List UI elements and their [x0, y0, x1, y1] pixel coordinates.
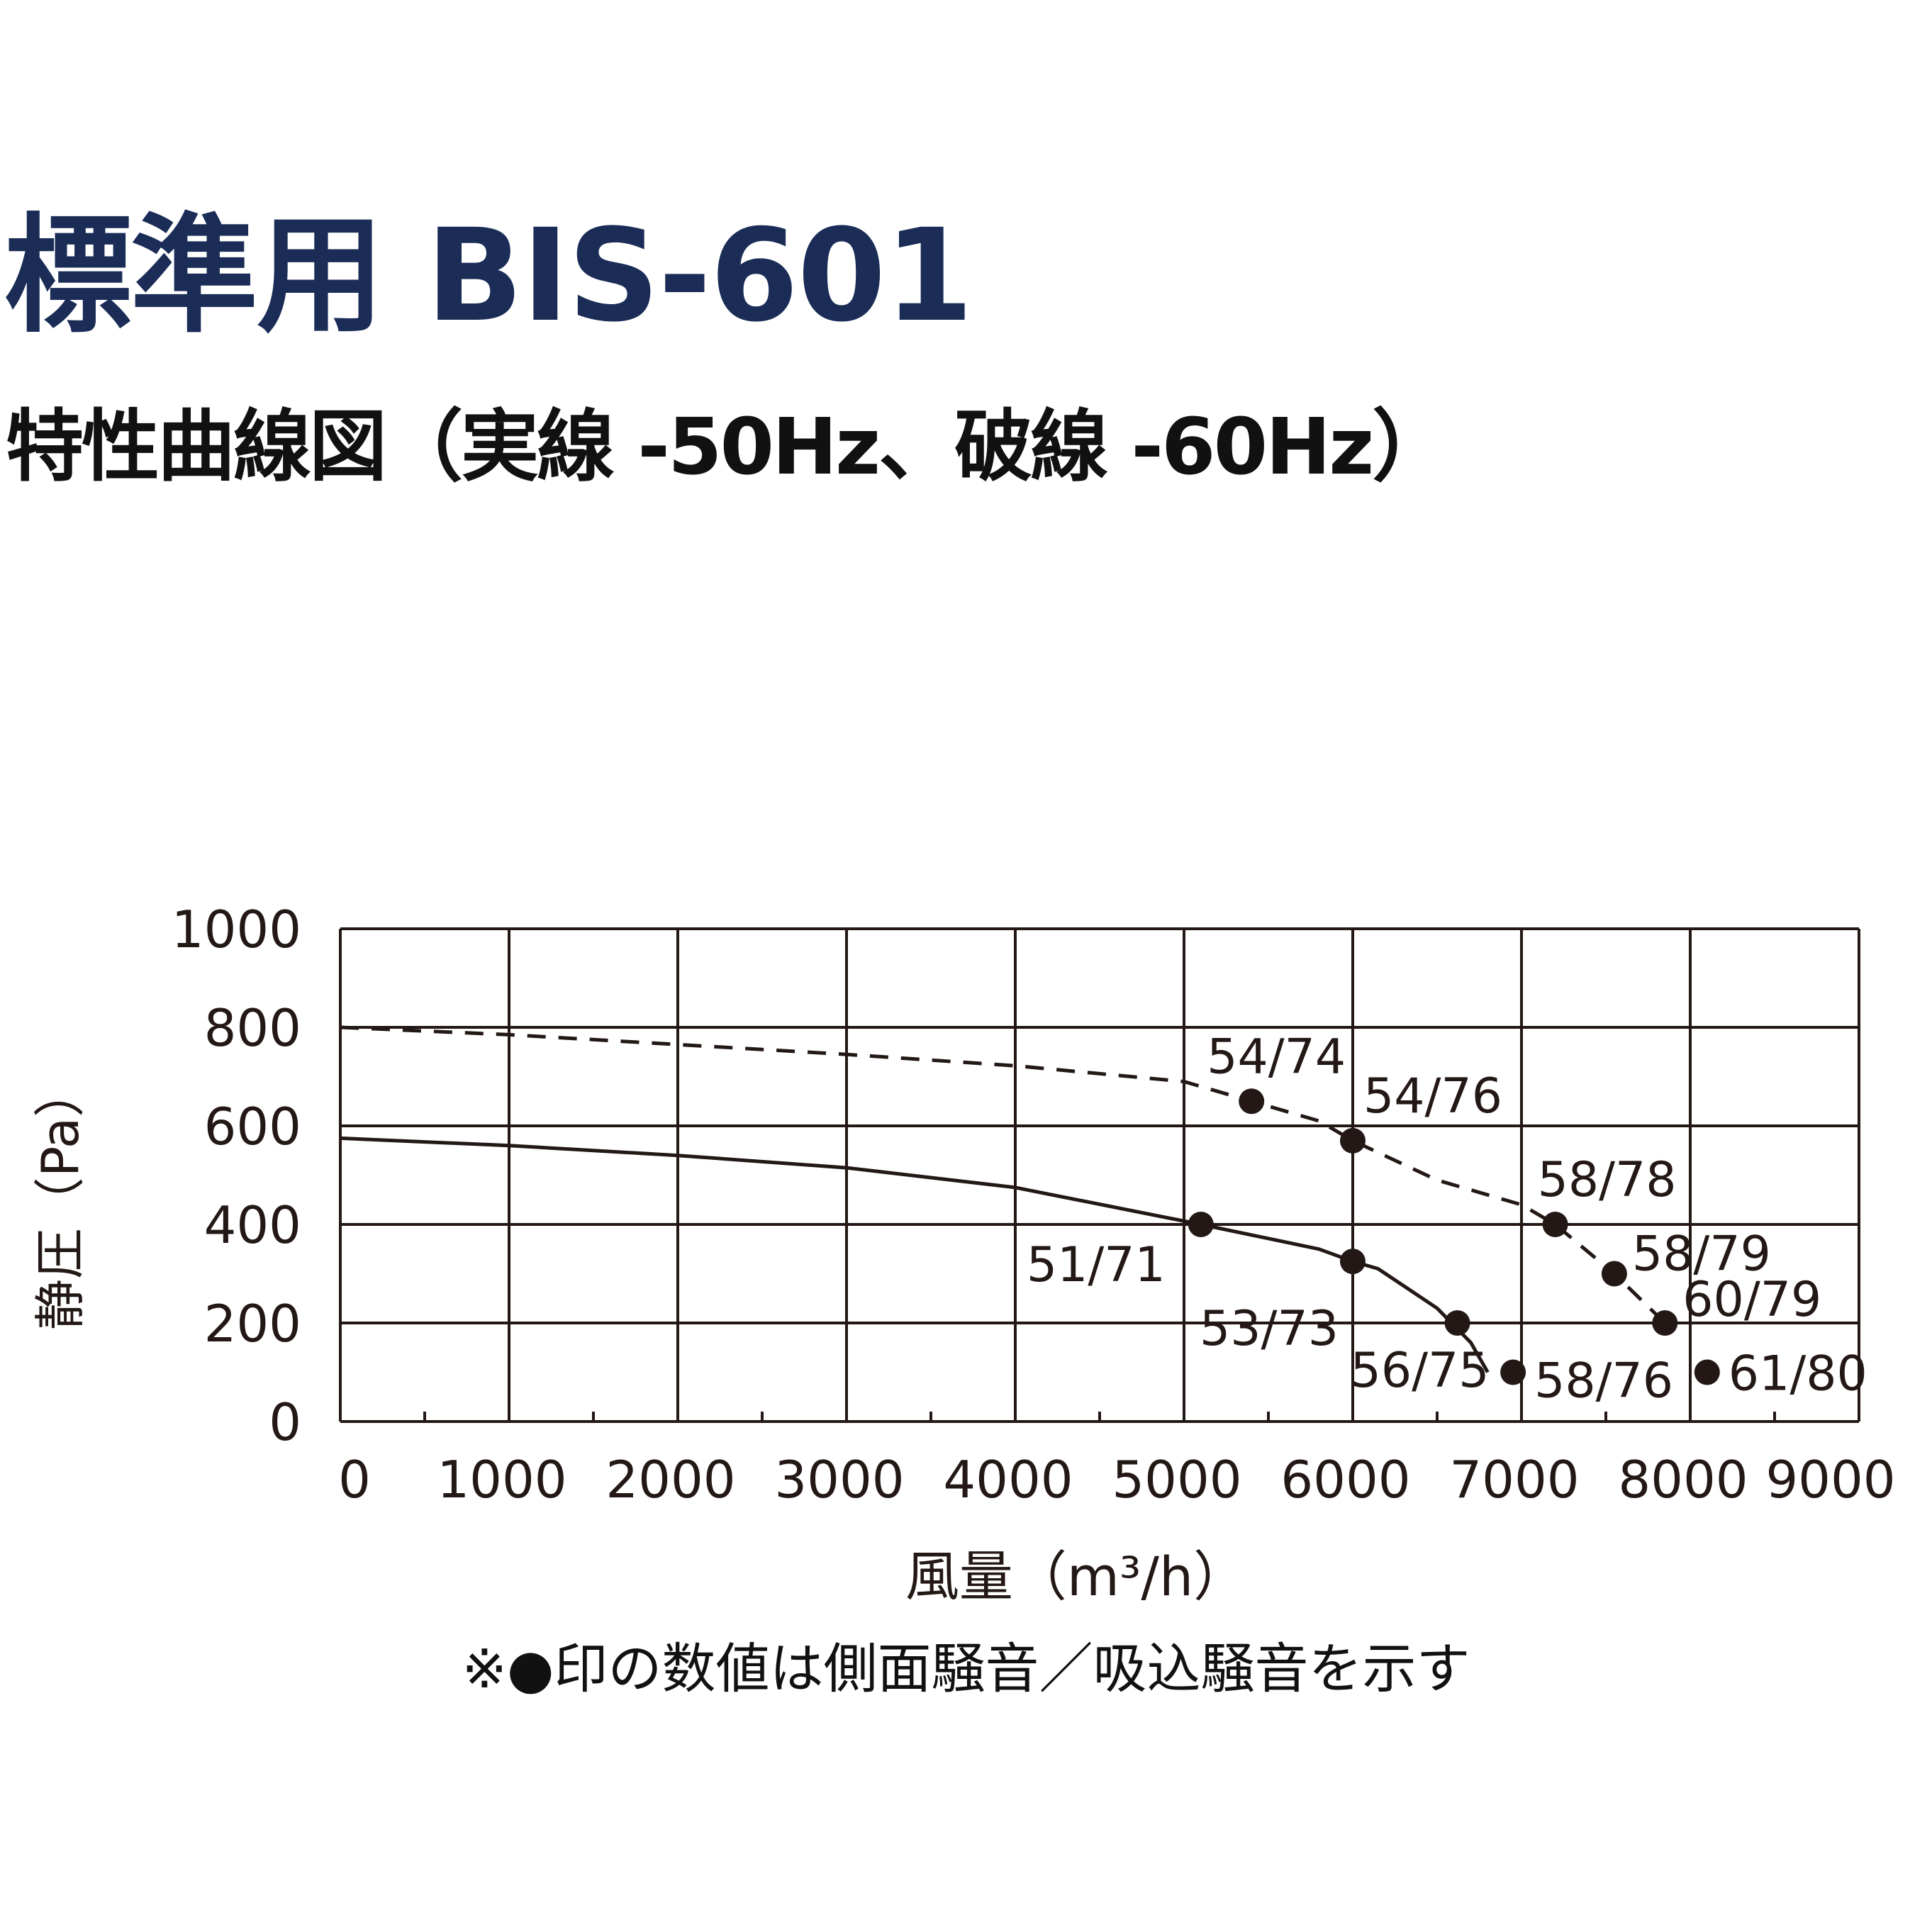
x-tick-label-2000: 2000 [605, 1450, 735, 1509]
y-tick-labels: 0 200 400 600 800 1000 [172, 900, 301, 1452]
marker-60Hz-7200 [1542, 1212, 1568, 1237]
chart-series [340, 1025, 1667, 1373]
series-line-60Hz [340, 1025, 1667, 1324]
y-tick-label-400: 400 [204, 1195, 301, 1255]
series-line-50Hz [340, 1136, 1490, 1373]
chart-markers [1188, 1088, 1720, 1385]
marker-60Hz-7550 [1601, 1261, 1627, 1287]
x-axis-label: 風量（m³/h） [905, 1545, 1247, 1608]
y-tick-label-600: 600 [204, 1097, 301, 1156]
chart-subtitle: 特性曲線図（実線 -50Hz、破線 -60Hz） [6, 401, 1450, 492]
x-tick-label-1000: 1000 [437, 1450, 566, 1509]
x-tick-label-0: 0 [338, 1450, 371, 1509]
x-tick-labels: 0 1000 2000 3000 4000 5000 6000 7000 8000 9000 [338, 1450, 1896, 1509]
point-label-58-79: 58/79 [1632, 1227, 1771, 1283]
marker-50Hz-6000 [1340, 1249, 1366, 1275]
point-label-54-76: 54/76 [1363, 1068, 1502, 1124]
point-label-58-78: 58/78 [1538, 1152, 1677, 1208]
point-label-53-73: 53/73 [1200, 1301, 1339, 1357]
y-axis-label: 静圧（Pa） [30, 1066, 90, 1330]
x-tick-label-4000: 4000 [943, 1450, 1073, 1509]
point-label-56-75: 56/75 [1351, 1343, 1490, 1399]
marker-50Hz-6620 [1444, 1310, 1470, 1336]
chart-grid [339, 927, 1860, 1423]
x-tick-label-5000: 5000 [1112, 1450, 1241, 1509]
point-label-54-74: 54/74 [1207, 1029, 1346, 1085]
marker-60Hz-7850 [1652, 1310, 1678, 1336]
point-label-51-71: 51/71 [1027, 1237, 1166, 1293]
marker-60Hz-8100 [1694, 1359, 1720, 1385]
marker-60Hz-6000 [1340, 1127, 1366, 1154]
page-title: 標準用 BIS-601 [4, 202, 973, 350]
marker-50Hz-6950 [1500, 1359, 1526, 1385]
marker-60Hz-5400 [1239, 1088, 1265, 1115]
y-tick-label-1000: 1000 [172, 900, 301, 959]
y-tick-label-0: 0 [269, 1392, 301, 1452]
x-tick-label-7000: 7000 [1449, 1450, 1579, 1509]
point-label-60-79: 60/79 [1682, 1272, 1821, 1328]
marker-50Hz-5100 [1188, 1212, 1214, 1237]
x-tick-label-6000: 6000 [1280, 1450, 1410, 1509]
x-tick-label-9000: 9000 [1765, 1450, 1895, 1509]
chart-footnote: ※●印の数値は側面騒音／吸込騒音を示す [462, 1637, 1470, 1700]
x-tick-label-8000: 8000 [1618, 1450, 1748, 1509]
y-tick-label-200: 200 [204, 1294, 301, 1353]
y-tick-label-800: 800 [204, 998, 301, 1058]
point-label-58-76: 58/76 [1534, 1353, 1673, 1409]
x-tick-label-3000: 3000 [774, 1450, 904, 1509]
point-label-61-80: 61/80 [1729, 1346, 1867, 1402]
